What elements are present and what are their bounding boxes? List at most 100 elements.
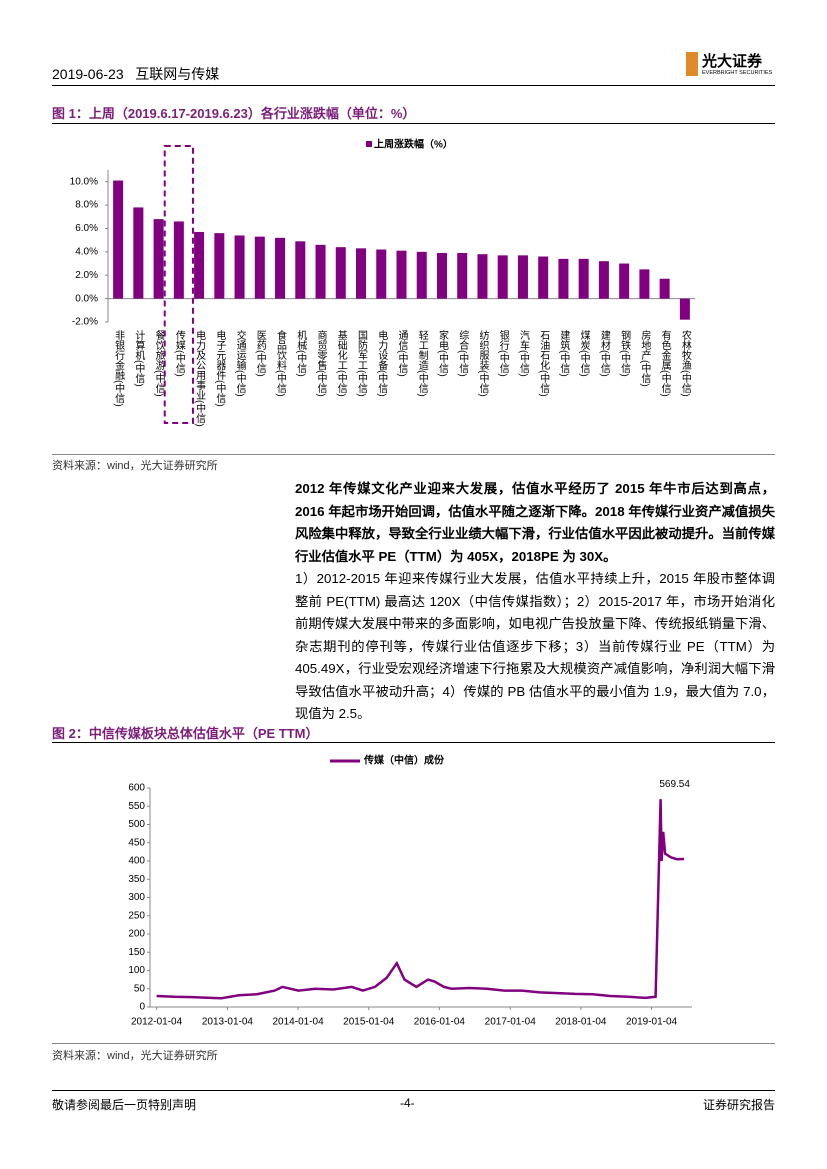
legend-swatch xyxy=(366,141,372,147)
x-tick-label: 2019-01-04 xyxy=(626,1017,678,1028)
y-tick-label: 10.0% xyxy=(70,176,98,187)
bar xyxy=(113,180,124,299)
bar xyxy=(153,219,164,299)
x-tick-label: 食品饮料(中信) xyxy=(275,329,287,397)
line xyxy=(156,799,685,1000)
x-tick-label: 机械(中信) xyxy=(295,329,307,377)
bar xyxy=(214,233,225,299)
x-tick-label: 国防军工(中信) xyxy=(356,330,368,397)
rule xyxy=(52,1043,775,1044)
bar xyxy=(497,255,508,299)
bar xyxy=(275,237,286,299)
highlight-box xyxy=(163,145,194,424)
x-tick-label: 房地产(中信) xyxy=(639,329,651,387)
x-tick-label: 建筑(中信) xyxy=(558,329,570,377)
y-tick-label: 4.0% xyxy=(75,246,98,257)
bar xyxy=(396,250,407,299)
header: 2019-06-23 互联网与传媒 xyxy=(52,64,219,84)
y-tick-label: 200 xyxy=(128,929,145,940)
y-tick-label: 150 xyxy=(128,947,145,958)
footer-left: 敬请参阅最后一页特别声明 xyxy=(52,1098,197,1112)
logo-icon xyxy=(686,52,698,76)
x-tick-label: 家电(中信) xyxy=(436,329,448,377)
rule xyxy=(52,454,775,455)
body-text: 1）2012-2015 年迎来传媒行业大发展，估值水平持续上升，2015 年股市… xyxy=(295,571,775,721)
bar xyxy=(639,269,650,299)
x-tick-label: 通信(中信) xyxy=(396,330,408,377)
y-tick-label: 6.0% xyxy=(75,223,98,234)
y-tick-label: 500 xyxy=(128,819,145,830)
bar xyxy=(477,254,488,299)
x-tick-label: 非银行金融(中信) xyxy=(113,330,125,407)
bar xyxy=(295,241,306,299)
x-tick-label: 餐饮旅游(中信) xyxy=(153,329,165,397)
bar xyxy=(416,251,427,299)
rule xyxy=(52,742,775,743)
y-tick-label: 2.0% xyxy=(75,270,98,281)
footer-right: 证券研究报告 xyxy=(703,1098,776,1112)
x-tick-label: 汽车(中信) xyxy=(517,329,529,377)
y-tick-label: 100 xyxy=(128,965,145,976)
x-tick-label: 2017-01-04 xyxy=(485,1017,537,1028)
y-tick-label: 50 xyxy=(134,983,146,994)
figure-title: 图 1：上周（2019.6.17-2019.6.23）各行业涨跌幅（单位：%） xyxy=(52,106,416,121)
bar xyxy=(234,235,245,299)
y-tick-label: 350 xyxy=(128,874,145,885)
x-tick-label: 2012-01-04 xyxy=(131,1017,183,1028)
x-tick-label: 农林牧渔(中信) xyxy=(679,329,691,397)
bar xyxy=(659,278,670,299)
bar xyxy=(436,253,447,299)
bar xyxy=(133,207,144,299)
bar xyxy=(578,258,589,299)
annotation: 569.54 xyxy=(659,779,690,790)
x-tick-label: 医药(中信) xyxy=(254,330,266,377)
x-tick-label: 石油石化(中信) xyxy=(538,330,550,397)
y-tick-label: 0 xyxy=(139,1002,145,1013)
bar xyxy=(356,248,367,299)
bar xyxy=(457,253,468,299)
y-tick-label: 600 xyxy=(128,783,145,794)
bold-text: 2012 年传媒文化产业迎来大发展，估值水平经历了 2015 年牛市后达到高点，… xyxy=(295,481,775,564)
y-tick-label: 8.0% xyxy=(75,200,98,211)
y-tick-label: 0.0% xyxy=(75,293,98,304)
x-tick-label: 2016-01-04 xyxy=(414,1017,466,1028)
bar xyxy=(517,255,528,299)
x-tick-label: 传媒(中信) xyxy=(173,330,185,377)
x-tick-label: 交通运输(中信) xyxy=(234,329,246,397)
y-tick-label: 450 xyxy=(128,837,145,848)
x-tick-label: 商贸零售(中信) xyxy=(315,329,327,397)
bar xyxy=(173,221,184,299)
brand: 光大证券 xyxy=(702,53,763,70)
date: 2019-06-23 xyxy=(52,66,124,82)
rule xyxy=(52,1090,775,1091)
x-tick-label: 电力及公用事业(中信) xyxy=(194,329,206,427)
page-number: -4- xyxy=(400,1096,415,1110)
x-tick-label: 钢铁(中信) xyxy=(619,329,631,377)
bar xyxy=(558,258,569,299)
x-tick-label: 建材(中信) xyxy=(598,329,610,377)
x-tick-label: 有色金属(中信) xyxy=(659,329,671,397)
bar xyxy=(254,236,265,299)
bar xyxy=(598,261,609,299)
x-tick-label: 纺织服装(中信) xyxy=(477,329,489,397)
x-tick-label: 2018-01-04 xyxy=(555,1017,607,1028)
bar xyxy=(538,256,549,299)
bar xyxy=(335,247,346,299)
x-tick-label: 电子元器件(中信) xyxy=(214,329,226,407)
figure-title: 图 2：中信传媒板块总体估值水平（PE TTM） xyxy=(52,726,319,741)
section: 互联网与传媒 xyxy=(135,66,220,82)
y-tick-label: 300 xyxy=(128,892,145,903)
x-tick-label: 综合(中信) xyxy=(457,329,469,377)
x-tick-label: 银行(中信) xyxy=(497,329,509,377)
y-tick-label: 250 xyxy=(128,910,145,921)
y-tick-label: -2.0% xyxy=(72,317,98,328)
rule xyxy=(52,123,775,124)
x-tick-label: 基础化工(中信) xyxy=(335,329,347,397)
legend-label: 传媒（中信）成份 xyxy=(363,754,445,767)
bar xyxy=(315,244,326,299)
y-tick-label: 550 xyxy=(128,801,145,812)
bar xyxy=(194,231,205,299)
bar xyxy=(376,249,387,299)
